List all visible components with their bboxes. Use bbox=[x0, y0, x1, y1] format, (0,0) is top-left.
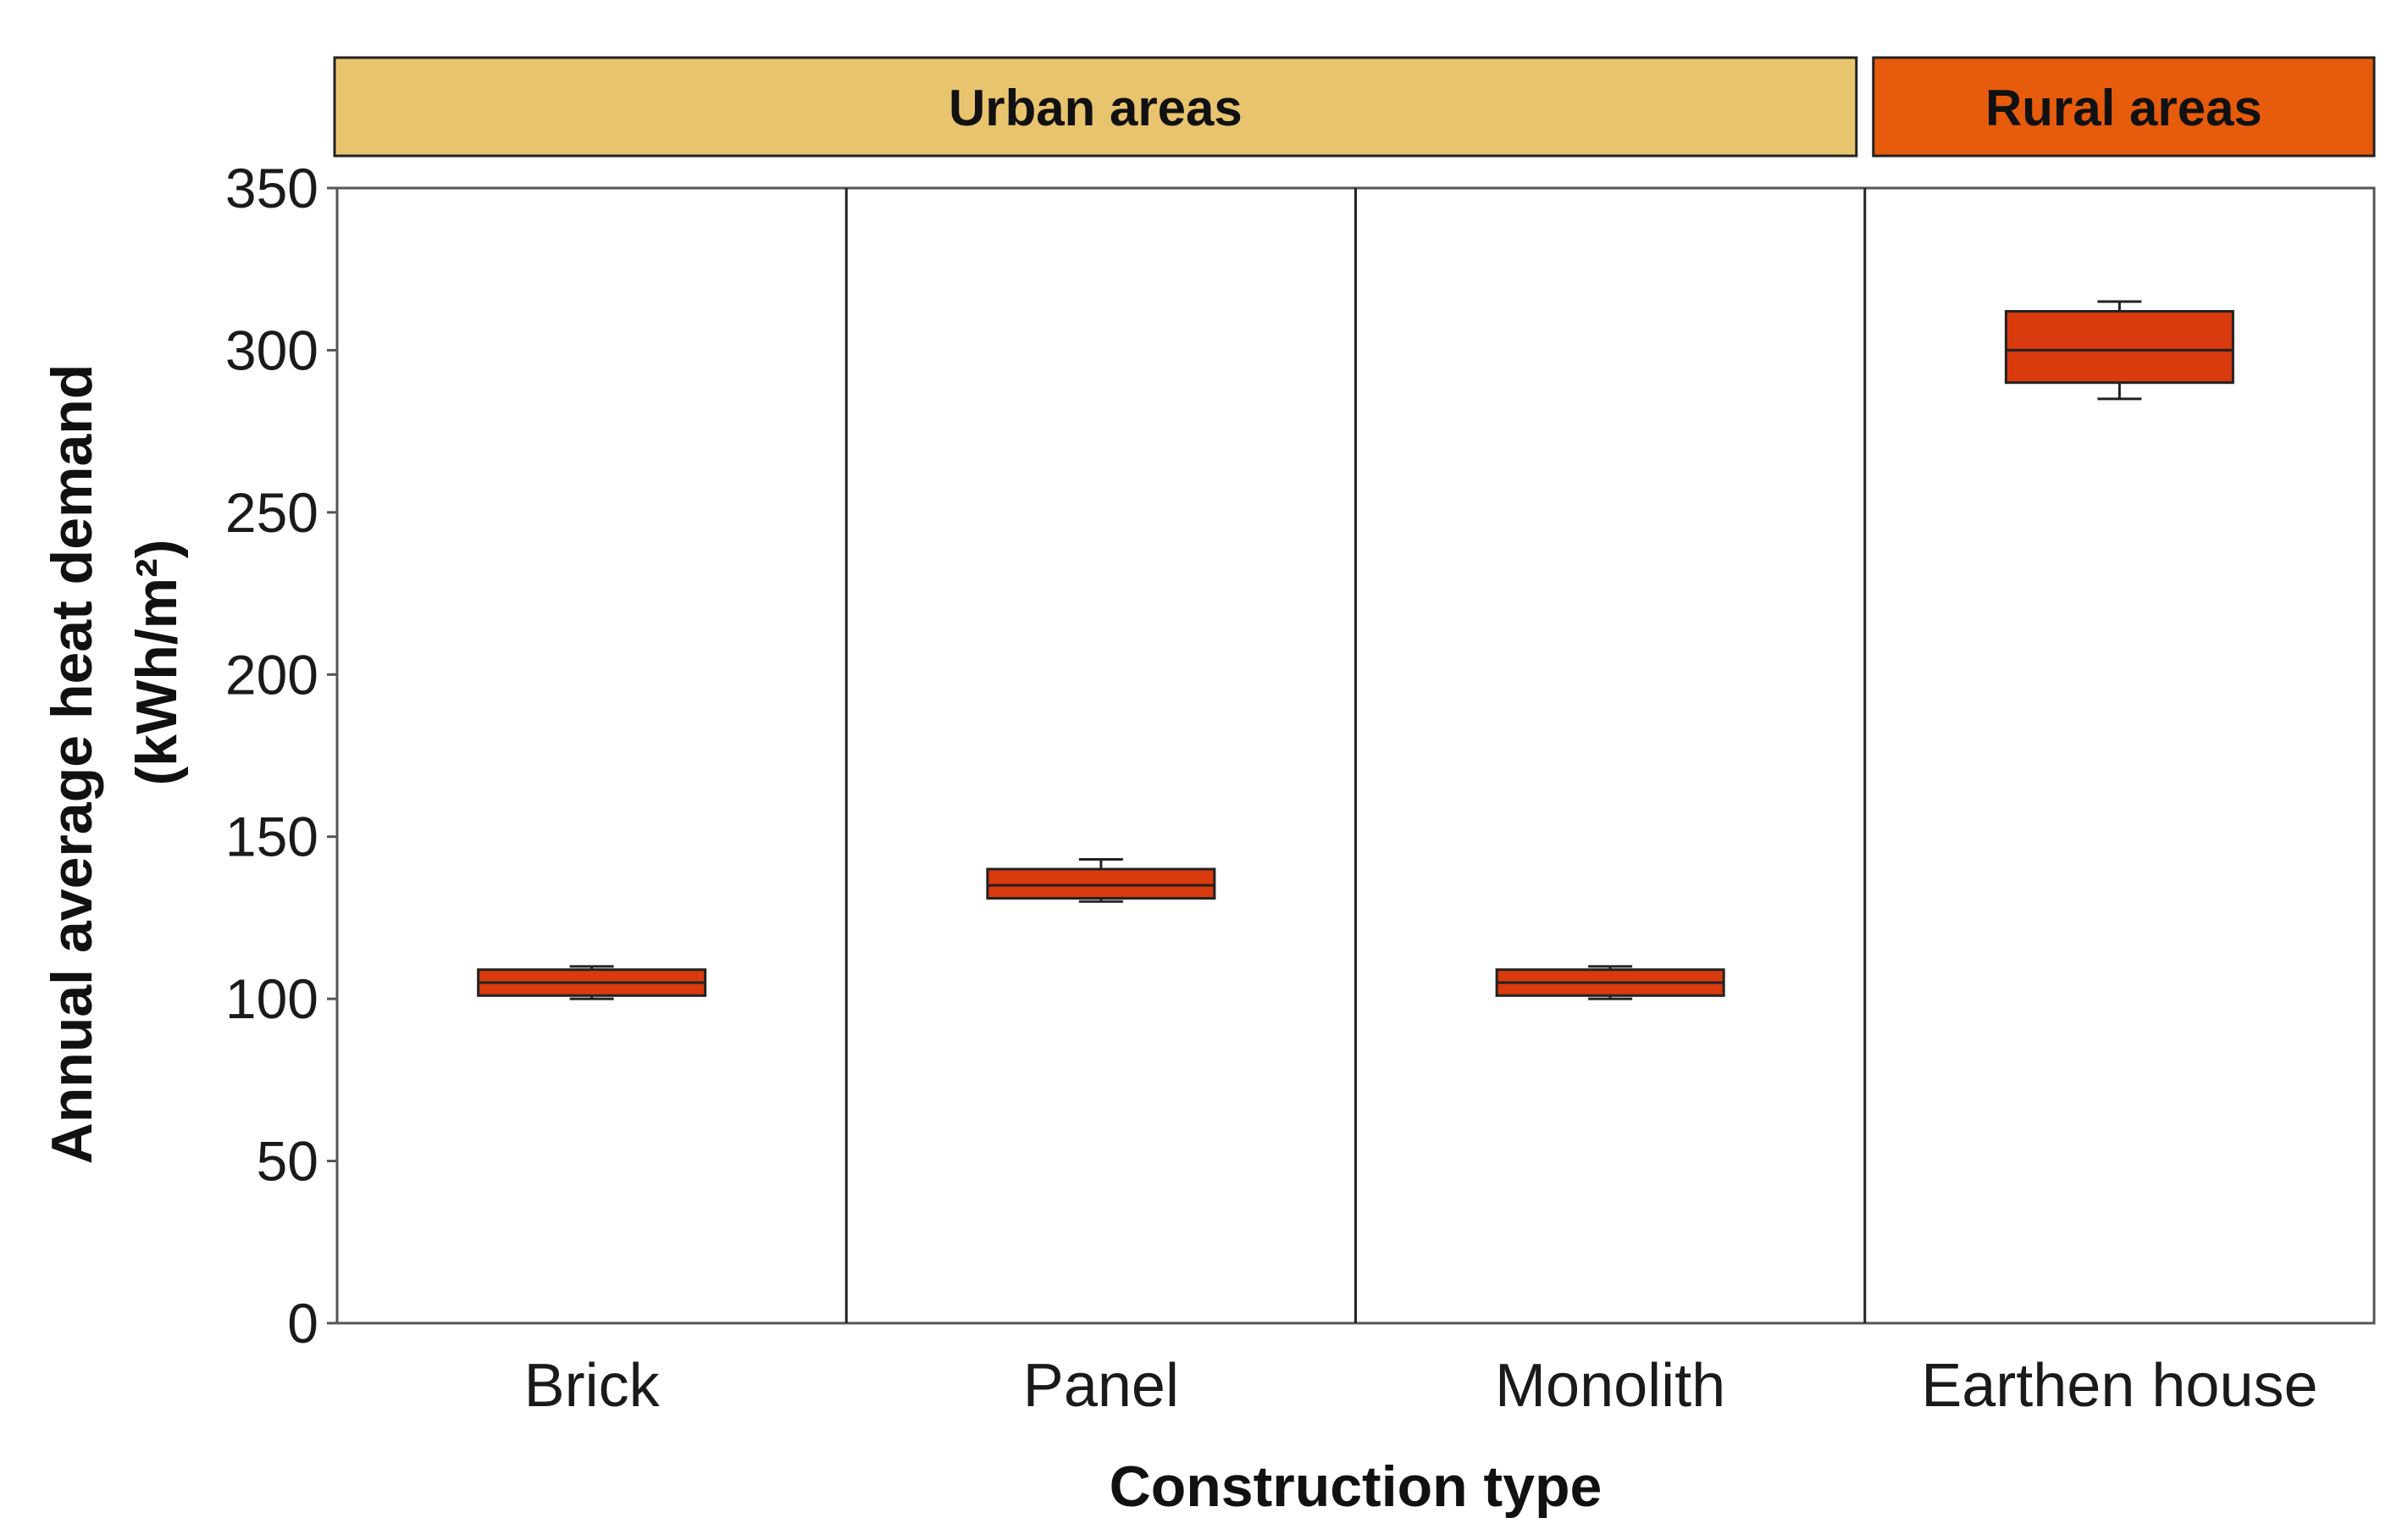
box-iqr bbox=[986, 867, 1216, 900]
y-tick-label-300: 300 bbox=[225, 319, 318, 381]
y-tick-label-0: 0 bbox=[287, 1292, 318, 1354]
y-axis-title: Annual average heat demand (kWh/m²) bbox=[40, 364, 189, 1165]
category-separators bbox=[844, 188, 1867, 1323]
boxes bbox=[477, 300, 2234, 1000]
x-tick-label-panel: Panel bbox=[1023, 1352, 1179, 1420]
box-panel bbox=[986, 858, 1216, 903]
y-tick-label-250: 250 bbox=[225, 481, 318, 544]
x-tick-label-earthen-house: Earthen house bbox=[1921, 1352, 2317, 1420]
y-tick-label-150: 150 bbox=[225, 806, 318, 868]
x-tick-label-monolith: Monolith bbox=[1495, 1352, 1725, 1420]
box-monolith bbox=[1495, 965, 1725, 1000]
group-banner-label-1: Rural areas bbox=[1985, 80, 2262, 136]
y-tick-label-50: 50 bbox=[257, 1130, 318, 1193]
y-axis: 0 50 100 150 200 250 300 350 bbox=[225, 157, 337, 1354]
box-iqr bbox=[2004, 309, 2234, 385]
y-tick-label-100: 100 bbox=[225, 967, 318, 1030]
group-banner-1 bbox=[1872, 56, 2376, 158]
y-tick-label-200: 200 bbox=[225, 643, 318, 706]
group-banner-0 bbox=[333, 56, 1858, 158]
group-banners: Urban areas Rural areas bbox=[333, 56, 2376, 158]
x-axis-title: Construction type bbox=[1110, 1454, 1603, 1519]
y-axis-title-line2: (kWh/m²) bbox=[125, 540, 189, 786]
box-brick bbox=[477, 965, 707, 1000]
x-tick-label-brick: Brick bbox=[524, 1352, 661, 1420]
y-axis-title-line1: Annual average heat demand bbox=[40, 364, 104, 1165]
y-tick-label-350: 350 bbox=[225, 157, 318, 219]
group-banner-label-0: Urban areas bbox=[949, 80, 1243, 136]
x-axis-labels: Brick Panel Monolith Earthen house bbox=[524, 1352, 2318, 1420]
box-earthen-house bbox=[2004, 300, 2234, 401]
